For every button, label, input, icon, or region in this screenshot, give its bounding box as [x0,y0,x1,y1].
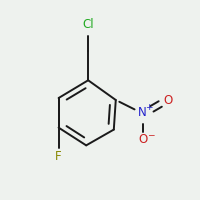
Text: O: O [163,94,173,106]
Text: N: N [138,106,147,119]
Text: Cl: Cl [82,18,94,31]
Text: −: − [147,131,155,140]
Text: F: F [55,150,62,163]
Text: O: O [139,133,148,146]
Text: +: + [145,103,153,112]
